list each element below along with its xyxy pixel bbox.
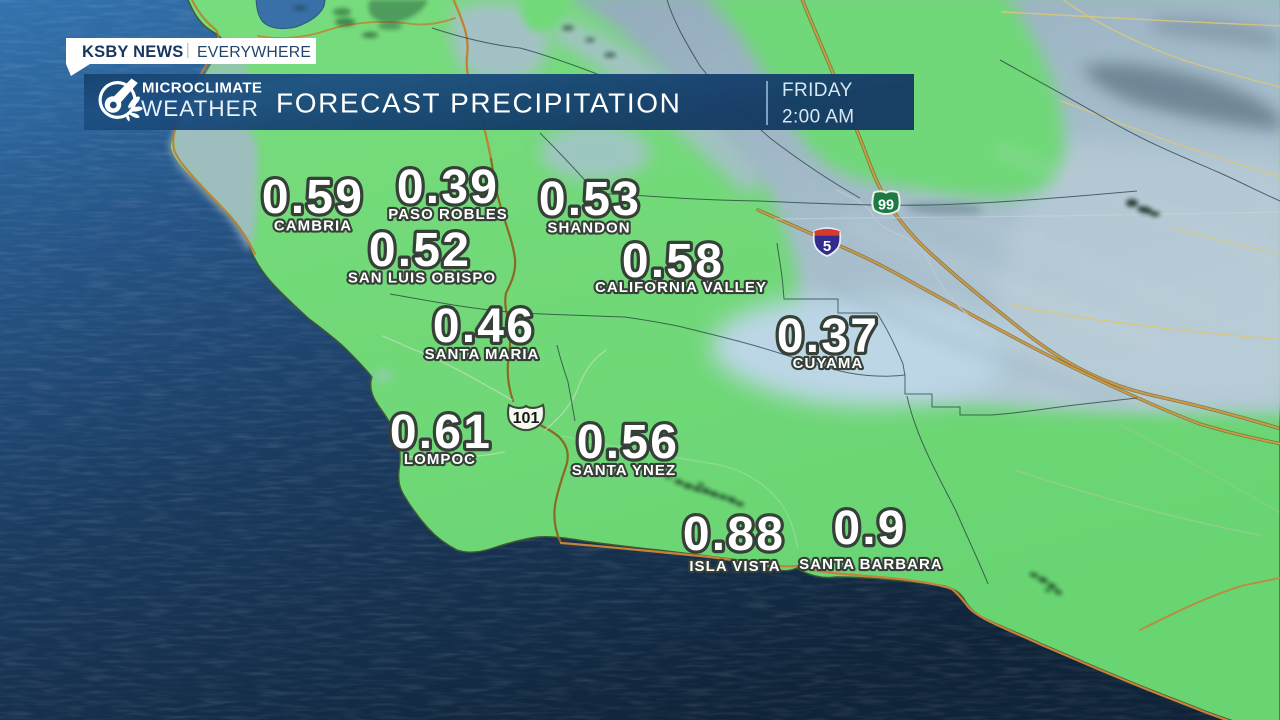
svg-text:99: 99	[878, 198, 894, 214]
svg-text:SAN LUIS OBISPO: SAN LUIS OBISPO	[348, 270, 496, 287]
svg-text:SANTA BARBARA: SANTA BARBARA	[799, 556, 943, 573]
svg-text:2:00 AM: 2:00 AM	[782, 107, 855, 128]
svg-text:FRIDAY: FRIDAY	[782, 80, 853, 101]
svg-text:0.88: 0.88	[683, 508, 785, 561]
svg-text:SHANDON: SHANDON	[547, 220, 630, 237]
svg-text:ISLA VISTA: ISLA VISTA	[689, 558, 780, 575]
svg-text:CAMBRIA: CAMBRIA	[274, 218, 352, 235]
svg-text:0.9: 0.9	[833, 502, 906, 555]
svg-text:0.61: 0.61	[390, 406, 492, 459]
svg-text:0.58: 0.58	[622, 235, 724, 288]
svg-text:0.53: 0.53	[539, 173, 641, 226]
svg-text:0.52: 0.52	[369, 224, 471, 277]
svg-text:0.56: 0.56	[577, 416, 679, 469]
svg-text:LOMPOC: LOMPOC	[404, 451, 476, 468]
svg-text:MICROCLIMATE: MICROCLIMATE	[142, 80, 262, 97]
svg-text:5: 5	[823, 238, 831, 255]
svg-text:0.39: 0.39	[397, 161, 499, 214]
svg-text:FORECAST PRECIPITATION: FORECAST PRECIPITATION	[276, 88, 681, 119]
svg-text:WEATHER: WEATHER	[141, 96, 259, 121]
svg-text:PASO ROBLES: PASO ROBLES	[388, 206, 508, 223]
svg-text:SANTA MARIA: SANTA MARIA	[425, 346, 540, 363]
svg-text:0.46: 0.46	[433, 300, 535, 353]
svg-text:SANTA YNEZ: SANTA YNEZ	[572, 462, 676, 479]
svg-text:CALIFORNIA VALLEY: CALIFORNIA VALLEY	[595, 279, 767, 296]
svg-text:101: 101	[513, 410, 540, 427]
svg-text:0.59: 0.59	[262, 171, 364, 224]
svg-text:CUYAMA: CUYAMA	[793, 355, 864, 372]
svg-text:KSBY NEWS: KSBY NEWS	[82, 43, 183, 61]
svg-text:EVERYWHERE: EVERYWHERE	[197, 44, 311, 61]
svg-text:0.37: 0.37	[777, 310, 879, 363]
